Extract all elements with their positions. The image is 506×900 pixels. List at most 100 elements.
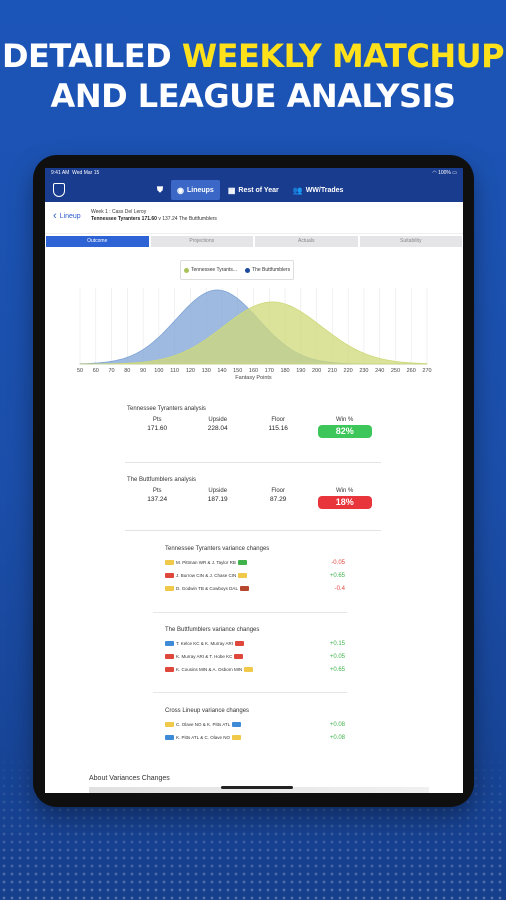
headline-white: DETAILED	[1, 37, 182, 75]
status-time: 9:41 AM	[51, 170, 70, 176]
x-tick-label: 160	[249, 368, 258, 374]
analysis-team-b: The Buttfumblers analysis Pts Upside Flo…	[127, 477, 381, 509]
x-tick-label: 260	[407, 368, 416, 374]
divider	[125, 462, 381, 463]
about-text	[89, 787, 429, 793]
promo-headline: DETAILED WEEKLY MATCHUP AND LEAGUE ANALY…	[0, 36, 506, 116]
team-badge-icon	[165, 667, 174, 672]
football-icon: ◉	[177, 185, 184, 195]
team-badge-icon	[238, 573, 248, 578]
variance-delta: +0.08	[329, 721, 345, 728]
chevron-left-icon: ‹	[53, 210, 57, 222]
app-logo-icon[interactable]	[53, 183, 65, 197]
tab-projections[interactable]: Projections	[150, 236, 253, 247]
legend-dot	[245, 267, 251, 273]
tab-ww-trades[interactable]: 👥 WW/Trades	[292, 185, 344, 195]
variance-delta: -0.05	[331, 559, 345, 566]
variance-cross: Cross Lineup variance changes C. Olave N…	[165, 708, 345, 744]
variance-row: M. Pittman WR & J. Taylor RB -0.05	[165, 556, 345, 569]
team-badge-icon	[237, 560, 247, 565]
match-info: Week 1 : Cass Del Leroy Tennessee Tyrant…	[91, 209, 217, 222]
status-date: Wed Mar 15	[72, 170, 100, 176]
legend-dot	[184, 267, 189, 273]
tab-outcome[interactable]: Outcome	[46, 236, 149, 247]
variance-team-b: The Buttfumblers variance changes T. Kel…	[165, 627, 345, 676]
chart-legend: Tennessee Tyrants... The Buttfumblers	[180, 260, 295, 280]
tab-lineups[interactable]: ◉ Lineups	[171, 180, 220, 200]
pts-value: 171.60	[147, 425, 168, 432]
team-badge-icon	[234, 654, 244, 659]
analysis-title: Tennessee Tyranters analysis	[127, 406, 206, 412]
variance-delta: +0.65	[329, 572, 345, 579]
win-percent-badge: 18%	[317, 496, 372, 509]
x-tick-label: 130	[202, 368, 211, 374]
variance-row: K. Pitts ATL & C. Olave NO +0.08	[165, 731, 345, 744]
x-axis-label: Fantasy Points	[235, 375, 272, 381]
team-badge-icon	[165, 722, 174, 727]
upside-value: 228.04	[207, 425, 228, 432]
team-b-score: 137.24 The Buttfumblers	[162, 215, 217, 222]
variance-pair: K. Pitts ATL & C. Olave NO	[176, 735, 231, 740]
team-badge-icon	[235, 641, 245, 646]
headline-line2: AND LEAGUE ANALYSIS	[50, 77, 456, 115]
shield-icon: ⛊	[157, 185, 163, 194]
tab-actuals[interactable]: Actuals	[255, 236, 358, 247]
variance-pair: T. Kelce KC & K. Murray ARI	[176, 641, 234, 646]
variance-row: J. Burrow CIN & J. Chase CIN +0.65	[165, 569, 345, 582]
tab-rest-of-year[interactable]: ▦ Rest of Year	[227, 185, 279, 195]
variance-pair: C. Olave NO & K. Pitts ATL	[176, 722, 231, 727]
x-tick-label: 70	[108, 368, 114, 374]
x-tick-label: 190	[296, 368, 305, 374]
headline-yellow: WEEKLY MATCHUP	[181, 37, 505, 75]
home-indicator[interactable]	[221, 786, 293, 789]
battery-level: 100%	[438, 170, 451, 176]
analysis-team-a: Tennessee Tyranters analysis Pts Upside …	[127, 406, 381, 438]
variance-pair: M. Pittman WR & J. Taylor RB	[176, 560, 236, 565]
team-badge-icon	[165, 641, 174, 646]
x-tick-label: 120	[186, 368, 195, 374]
divider	[125, 530, 381, 531]
divider	[153, 612, 347, 613]
win-percent-badge: 82%	[317, 425, 372, 438]
x-tick-label: 240	[375, 368, 384, 374]
shield-nav-button[interactable]: ⛊	[151, 180, 169, 200]
series-area-tennessee-tyrants-	[79, 301, 428, 365]
team-badge-icon	[165, 735, 174, 740]
variance-pair: K. Murray ARI & T. Hobe KC	[176, 654, 233, 659]
variance-row: C. Olave NO & K. Pitts ATL +0.08	[165, 718, 345, 731]
distribution-chart: 50 60 70 80 90 100 110 120 130 140 150 160 170 180 190…	[77, 288, 432, 381]
back-button[interactable]: ‹ Lineup	[53, 210, 81, 222]
x-tick-label: 210	[328, 368, 337, 374]
x-tick-label: 250	[391, 368, 400, 374]
legend-item-b[interactable]: The Buttfumblers	[245, 267, 290, 273]
week-label: Week 1 : Cass Del Leroy	[91, 209, 147, 215]
analysis-tabs: Outcome Projections Actuals Suitability	[45, 236, 463, 247]
team-badge-icon	[232, 735, 242, 740]
x-tick-label: 140	[217, 368, 226, 374]
team-badge-icon	[165, 586, 174, 591]
x-tick-label: 80	[124, 368, 130, 374]
x-tick-label: 230	[359, 368, 368, 374]
variance-row: K. Cousins MIN & A. Osborn MIN +0.65	[165, 663, 345, 676]
variance-delta: +0.15	[329, 640, 345, 647]
team-badge-icon	[165, 560, 174, 565]
floor-value: 87.29	[270, 496, 287, 503]
x-tick-label: 270	[422, 368, 431, 374]
variance-pair: K. Cousins MIN & A. Osborn MIN	[176, 667, 243, 672]
variance-row: K. Murray ARI & T. Hobe KC +0.05	[165, 650, 345, 663]
variance-delta: +0.08	[329, 734, 345, 741]
legend-item-a[interactable]: Tennessee Tyrants...	[184, 267, 237, 273]
status-bar: 9:41 AM Wed Mar 15 ◠ 100% ▭	[45, 168, 463, 178]
x-tick-label: 200	[312, 368, 321, 374]
variance-pair: J. Burrow CIN & J. Chase CIN	[176, 573, 237, 578]
tab-suitability[interactable]: Suitability	[359, 236, 462, 247]
x-tick-label: 150	[233, 368, 242, 374]
variance-row: T. Kelce KC & K. Murray ARI +0.15	[165, 637, 345, 650]
variance-delta: -0.4	[334, 585, 345, 592]
variance-row: D. Godwin TB & Cowboys DAL -0.4	[165, 582, 345, 595]
battery-icon: ▭	[452, 170, 457, 176]
x-tick-label: 100	[154, 368, 163, 374]
team-badge-icon	[244, 667, 254, 672]
x-tick-label: 180	[280, 368, 289, 374]
floor-value: 115.16	[268, 425, 288, 432]
